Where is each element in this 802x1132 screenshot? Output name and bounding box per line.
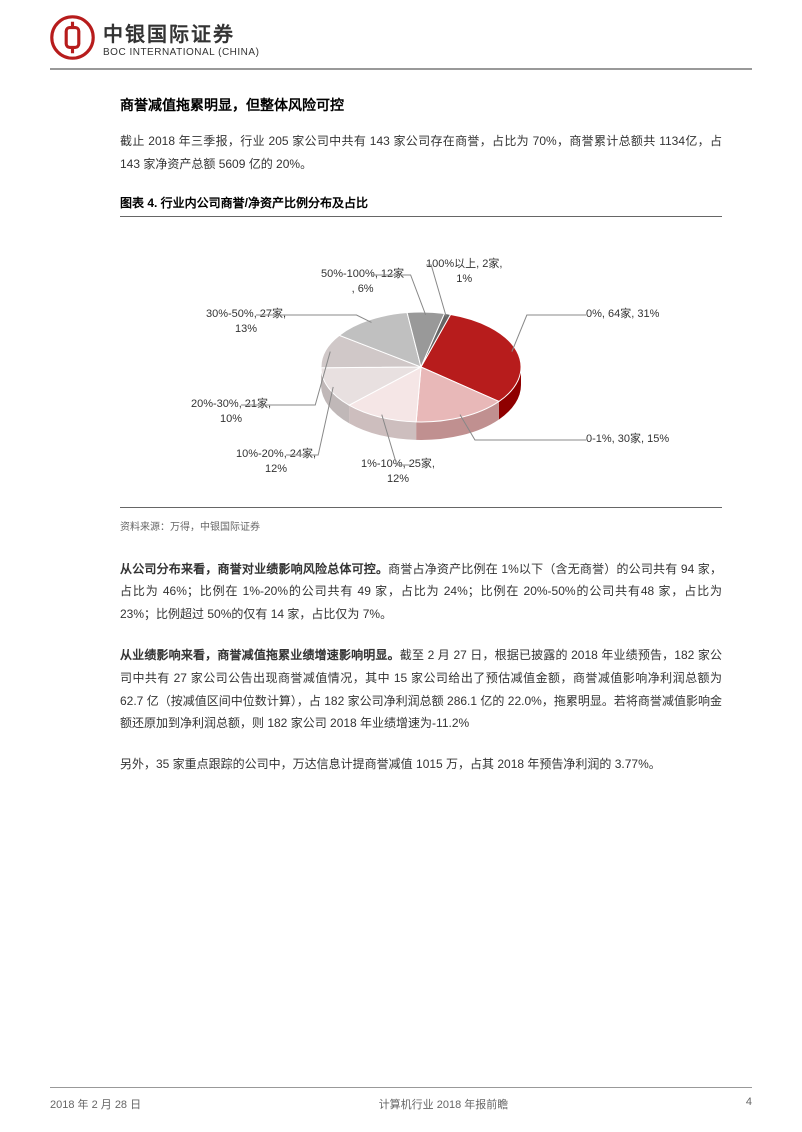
chart-divider-top [120, 216, 722, 217]
analysis-p2: 从业绩影响来看，商誉减值拖累业绩增速影响明显。截至 2 月 27 日，根据已披露… [120, 644, 722, 735]
content-area: 商誉减值拖累明显，但整体风险可控 截止 2018 年三季报，行业 205 家公司… [0, 95, 802, 776]
chart-title: 图表 4. 行业内公司商誉/净资产比例分布及占比 [120, 194, 722, 211]
footer-title: 计算机行业 2018 年报前瞻 [379, 1096, 509, 1112]
pie-chart: 0%, 64家, 31% 0-1%, 30家, 15% 1%-10%, 25家,12… [171, 237, 671, 497]
pie-slice-label: 0%, 64家, 31% [586, 307, 659, 322]
pie-slice-label: 0-1%, 30家, 15% [586, 432, 669, 447]
chart-source: 资料来源：万得，中银国际证券 [120, 518, 722, 533]
analysis-p3: 另外，35 家重点跟踪的公司中，万达信息计提商誉减值 1015 万，占其 201… [120, 753, 722, 776]
page-header: 中银国际证券 BOC INTERNATIONAL (CHINA) [0, 0, 802, 68]
footer-page: 4 [746, 1096, 752, 1112]
p1-bold: 从公司分布来看，商誉对业绩影响风险总体可控。 [120, 562, 388, 576]
pie-chart-container: 0%, 64家, 31% 0-1%, 30家, 15% 1%-10%, 25家,12… [120, 227, 722, 507]
footer-date: 2018 年 2 月 28 日 [50, 1096, 141, 1112]
page-footer: 2018 年 2 月 28 日 计算机行业 2018 年报前瞻 4 [50, 1087, 752, 1112]
intro-paragraph: 截止 2018 年三季报，行业 205 家公司中共有 143 家公司存在商誉，占… [120, 130, 722, 176]
company-name-en: BOC INTERNATIONAL (CHINA) [103, 47, 259, 58]
pie-slice-label: 100%以上, 2家,1% [426, 257, 502, 288]
company-name-cn: 中银国际证券 [103, 18, 259, 47]
pie-slice-label: 30%-50%, 27家,13% [206, 307, 286, 338]
section-title: 商誉减值拖累明显，但整体风险可控 [120, 95, 722, 115]
chart-divider-bottom [120, 507, 722, 508]
pie-slice-label: 1%-10%, 25家,12% [361, 457, 435, 488]
analysis-p1: 从公司分布来看，商誉对业绩影响风险总体可控。商誉占净资产比例在 1%以下（含无商… [120, 558, 722, 626]
pie-slice-label: 50%-100%, 12家, 6% [321, 267, 404, 298]
pie-slice-label: 20%-30%, 21家,10% [191, 397, 271, 428]
p2-bold: 从业绩影响来看，商誉减值拖累业绩增速影响明显。 [120, 648, 400, 662]
pie-slice-label: 10%-20%, 24家,12% [236, 447, 316, 478]
company-name-block: 中银国际证券 BOC INTERNATIONAL (CHINA) [103, 18, 259, 58]
header-divider [50, 68, 752, 70]
boc-logo [50, 15, 95, 60]
